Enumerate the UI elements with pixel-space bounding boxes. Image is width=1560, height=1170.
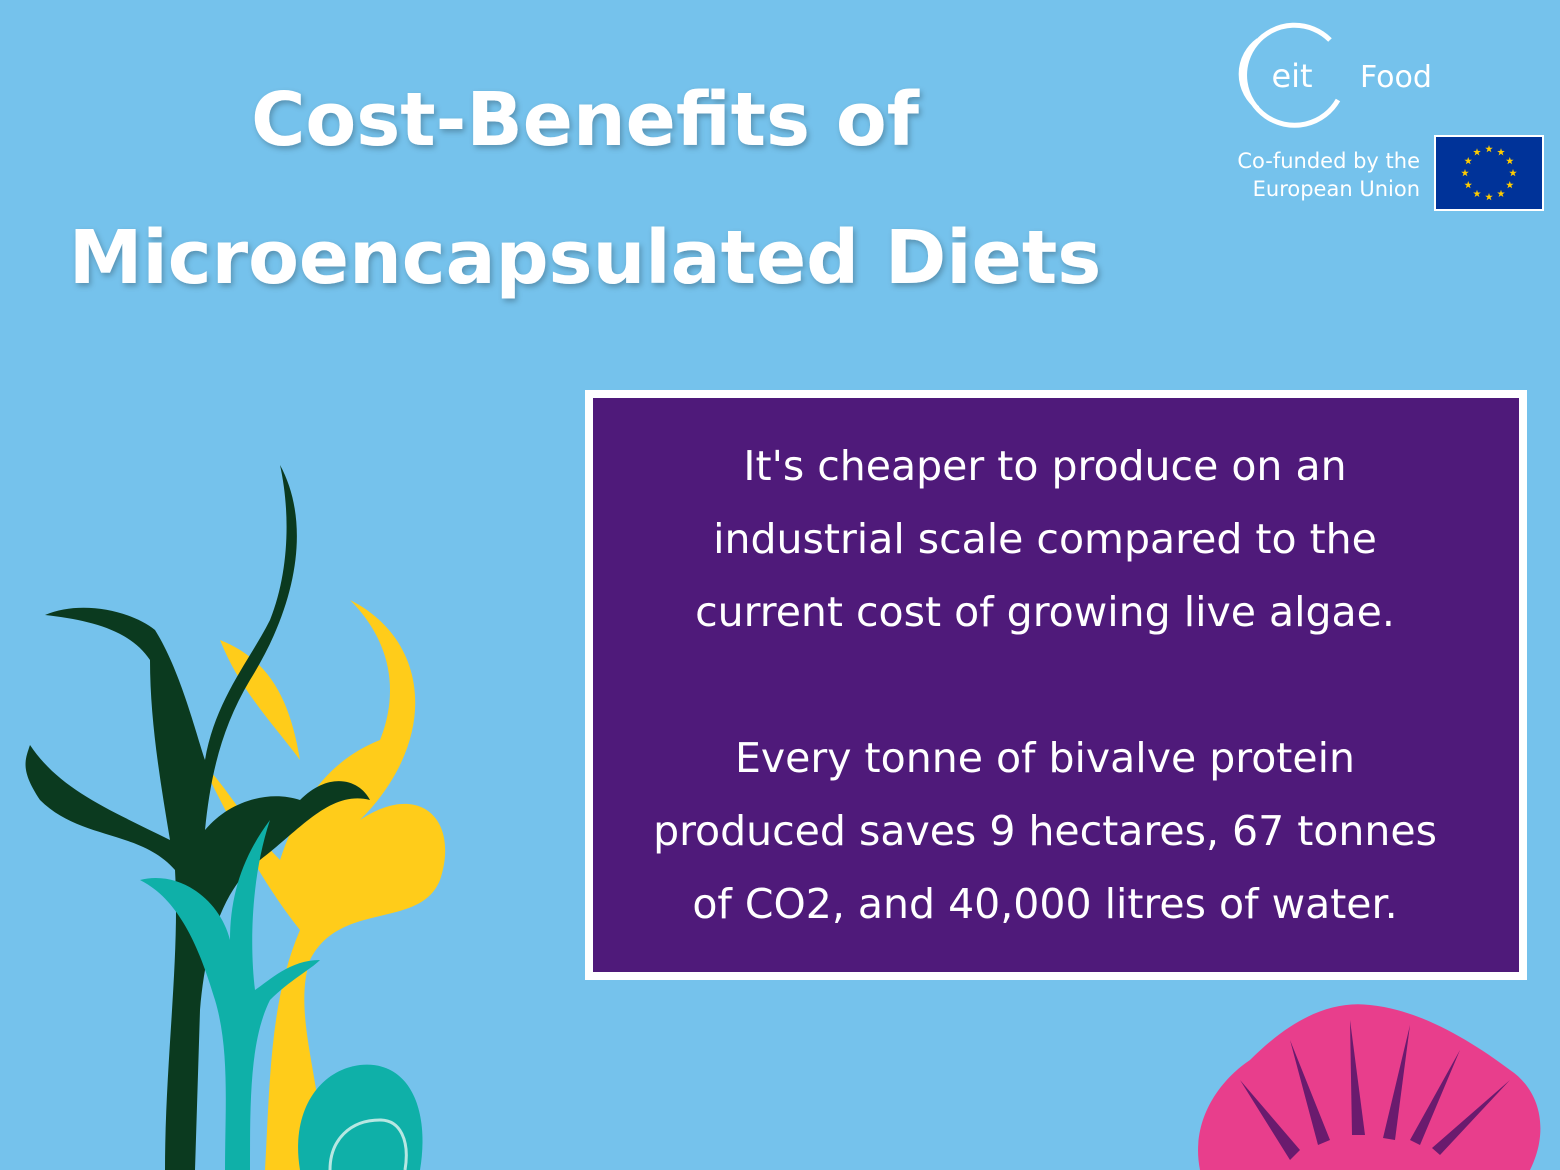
yellow-seaweed	[220, 640, 300, 760]
yellow-seaweed	[200, 600, 446, 1170]
green-seaweed	[25, 465, 370, 1170]
logo-name: Food	[1360, 60, 1432, 95]
card-line: of CO2, and 40,000 litres of water.	[692, 880, 1397, 928]
card-line: produced saves 9 hectares, 67 tonnes	[653, 807, 1437, 855]
eu-star	[1485, 193, 1493, 201]
rock	[298, 1064, 423, 1170]
eu-star	[1473, 148, 1481, 156]
logo-mark: eit	[1271, 57, 1312, 95]
eu-stars	[1461, 145, 1517, 201]
eu-star	[1497, 189, 1505, 197]
eu-star	[1473, 189, 1481, 197]
card-text: It's cheaper to produce on an industrial …	[653, 442, 1437, 928]
teal-seaweed	[140, 820, 320, 1170]
card-line: It's cheaper to produce on an	[743, 442, 1346, 490]
title: Cost-Benefits of Microencapsulated Diets	[69, 77, 1102, 301]
eu-star	[1509, 169, 1517, 177]
eu-star	[1506, 157, 1514, 165]
eu-star	[1497, 148, 1505, 156]
card-line: current cost of growing live algae.	[695, 588, 1395, 636]
shell-ridges	[1240, 1020, 1510, 1160]
funding-text: European Union	[1253, 177, 1420, 201]
card-line: industrial scale compared to the	[713, 515, 1377, 563]
title-line: Microencapsulated Diets	[69, 215, 1102, 301]
eu-star	[1464, 157, 1472, 165]
eu-star	[1485, 145, 1493, 153]
eu-star	[1506, 181, 1514, 189]
funding-text: Co-funded by the	[1237, 149, 1420, 173]
eit-food-logo: eit Food Co-funded by the European Union	[1237, 22, 1544, 211]
card	[593, 398, 1519, 972]
title-line: Cost-Benefits of	[251, 77, 920, 163]
logo-ring	[1242, 22, 1341, 128]
seaweed-illustration	[25, 465, 446, 1170]
logo-ring	[1238, 38, 1260, 110]
card-line: Every tonne of bivalve protein	[735, 734, 1355, 782]
eu-star	[1464, 181, 1472, 189]
eu-star	[1461, 169, 1469, 177]
rock-line	[328, 1118, 408, 1170]
shell-illustration	[1198, 1004, 1541, 1170]
